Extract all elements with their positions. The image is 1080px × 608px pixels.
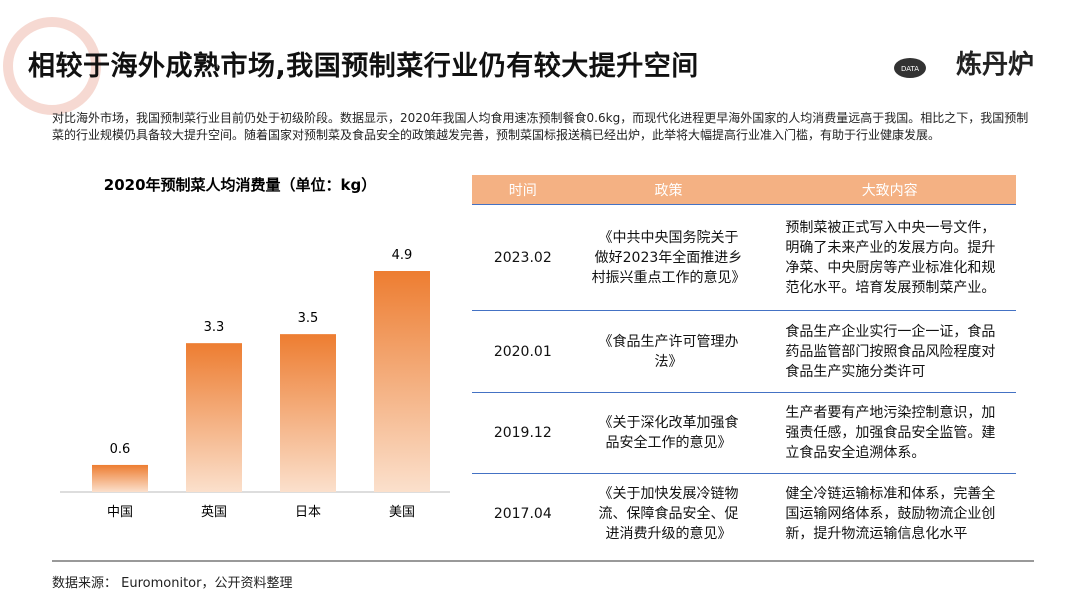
x-tick-label: 中国 — [107, 505, 133, 520]
table-cell: 《食品生产许可管理办法》 — [573, 310, 764, 393]
bar — [280, 334, 336, 492]
logo-text: 炼丹炉 — [955, 50, 1034, 80]
header-row: 时间 政策 大致内容 — [472, 175, 1016, 205]
header-cell: 时间 — [472, 175, 574, 205]
table-cell: 2020.01 — [472, 310, 574, 393]
table-cell: 健全冷链运输标准和体系，完善全国运输网络体系，鼓励物流企业创新，提升物流运输信息… — [763, 473, 1016, 555]
x-tick-label: 日本 — [295, 505, 321, 520]
policy-table: 时间 政策 大致内容 2023.02 《中共中央国务院关于做好2023年全面推进乡村振兴… — [472, 175, 1016, 555]
table-row: 2023.02 《中共中央国务院关于做好2023年全面推进乡村振兴重点工作的意见》… — [472, 204, 1016, 311]
x-tick-label: 英国 — [201, 505, 227, 520]
x-tick-label: 美国 — [389, 505, 415, 520]
table-row: 2020.01 《食品生产许可管理办法》 食品生产企业实行一企一证，食品药品监管部门… — [472, 310, 1016, 393]
title: 相较于海外成熟市场,我国预制菜行业仍有较大提升空间 — [28, 51, 699, 82]
table-row: 2019.12 《关于深化改革加强食品安全工作的意见》 生产者要有产地污染控制意识，… — [472, 392, 1016, 474]
table-wrap: 时间 政策 大致内容 2023.02 《中共中央国务院关于做好2023年全面推进乡村振兴… — [472, 175, 1016, 555]
table-cell: 2023.02 — [472, 204, 574, 311]
table-cell: 预制菜被正式写入中央一号文件，明确了未来产业的发展方向。提升净菜、中央厨房等产业… — [763, 204, 1016, 311]
data-label: 3.5 — [298, 311, 319, 326]
table-cell: 生产者要有产地污染控制意识，加强责任感，加强食品安全监管。建立食品安全追溯体系。 — [763, 392, 1016, 474]
data-label: 3.3 — [204, 320, 225, 335]
table-cell: 食品生产企业实行一企一证，食品药品监管部门按照食品风险程度对食品生产实施分类许可 — [763, 310, 1016, 393]
table-cell: 2017.04 — [472, 473, 574, 555]
bar — [374, 271, 430, 492]
header-cell: 政策 — [573, 175, 764, 205]
table-cell: 《中共中央国务院关于做好2023年全面推进乡村振兴重点工作的意见》 — [573, 204, 764, 311]
table-row: 2017.04 《关于加快发展冷链物流、保障食品安全、促进消费升级的意见》 健全冷链… — [472, 473, 1016, 555]
chart: 2020年预制菜人均消费量（单位：kg） 0.6 中国 3.3 英国 3.5 日本 4.9 美… — [60, 176, 450, 520]
intro: 对比海外市场，我国预制菜行业目前仍处于初级阶段。数据显示，2020年我国人均食用… — [52, 111, 1029, 142]
table-cell: 2019.12 — [472, 392, 574, 474]
bar — [186, 343, 242, 492]
source: 数据来源： Euromonitor，公开资料整理 — [52, 576, 293, 591]
table-cell: 《关于加快发展冷链物流、保障食品安全、促进消费升级的意见》 — [573, 473, 764, 555]
chart-title: 2020年预制菜人均消费量（单位：kg） — [104, 176, 376, 194]
data-label: 0.6 — [110, 442, 131, 457]
bar — [92, 464, 148, 492]
logo-badge: DATA — [901, 65, 919, 73]
data-label: 4.9 — [392, 248, 413, 263]
header-cell: 大致内容 — [763, 175, 1016, 205]
table-cell: 《关于深化改革加强食品安全工作的意见》 — [573, 392, 764, 474]
